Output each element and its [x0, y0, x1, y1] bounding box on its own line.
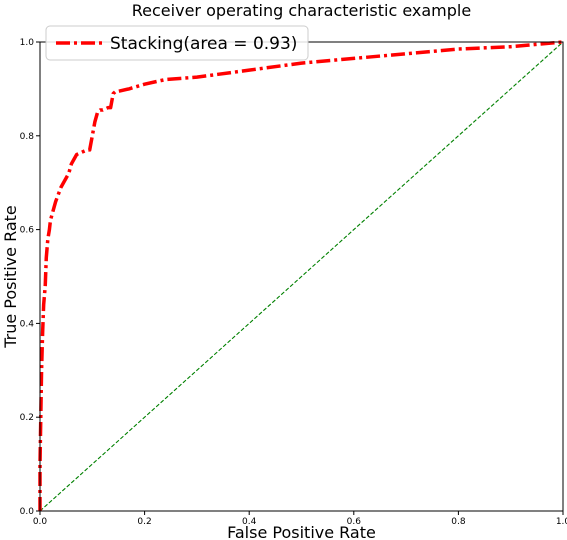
y-tick-label: 0.0: [20, 507, 35, 517]
y-tick-label: 0.2: [20, 413, 34, 423]
x-tick-label: 0.4: [242, 517, 257, 527]
x-tick-label: 0.8: [451, 517, 466, 527]
x-axis-label: False Positive Rate: [227, 523, 376, 540]
series-line-0: [38, 40, 564, 511]
y-tick-label: 0.4: [20, 319, 35, 329]
legend: Stacking(area = 0.93): [45, 25, 309, 61]
legend-box: [45, 25, 309, 61]
y-tick-label: 0.8: [20, 132, 35, 142]
y-tick-label: 0.6: [20, 226, 35, 236]
x-tick-label: 0.0: [33, 517, 48, 527]
legend-entry: Stacking(area = 0.93): [110, 34, 297, 54]
x-tick-label: 0.2: [137, 517, 151, 527]
y-tick-label: 1.0: [20, 38, 35, 48]
chart-title: Receiver operating characteristic exampl…: [132, 1, 471, 20]
x-tick-label: 1.0: [556, 517, 567, 527]
y-axis-label: True Positive Rate: [1, 205, 20, 349]
x-tick-label: 0.6: [347, 517, 362, 527]
series-line-1: [39, 41, 564, 512]
plot-area: [38, 40, 564, 512]
